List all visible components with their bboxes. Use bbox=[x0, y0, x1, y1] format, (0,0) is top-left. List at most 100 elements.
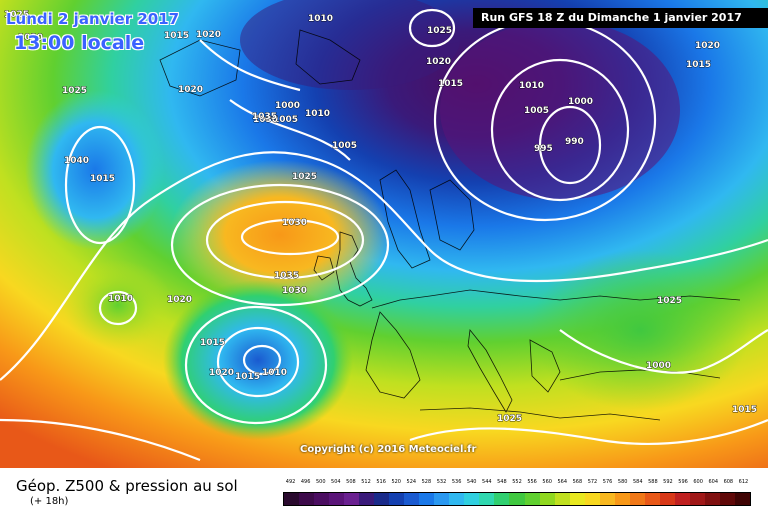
legend-value-label: 548 bbox=[497, 479, 507, 485]
isobar-label: 1015 bbox=[235, 372, 260, 382]
isobar-label: 1025 bbox=[497, 414, 522, 424]
isobar-label: 1005 bbox=[332, 141, 357, 151]
legend-value-label: 608 bbox=[723, 479, 734, 485]
legend-swatch bbox=[359, 493, 375, 505]
legend-swatch bbox=[284, 493, 300, 505]
isobar-label: 1035 bbox=[252, 112, 277, 122]
legend-value-label: 520 bbox=[391, 479, 401, 485]
isobar-label: 1010 bbox=[308, 14, 333, 24]
isobar-label: 1025 bbox=[62, 86, 87, 96]
legend-value-label: 532 bbox=[436, 479, 447, 485]
legend-value-label: 592 bbox=[663, 479, 673, 485]
legend-value-label: 576 bbox=[602, 479, 613, 485]
isobar-label: 1005 bbox=[524, 106, 549, 116]
legend-value-label: 508 bbox=[346, 479, 356, 485]
isobar-label: 1025 bbox=[4, 10, 29, 20]
legend-swatch bbox=[554, 493, 570, 505]
legend-swatch bbox=[704, 493, 720, 505]
legend-swatch bbox=[674, 493, 690, 505]
high-pressure-area bbox=[170, 160, 390, 310]
isobar-label: 1025 bbox=[427, 26, 452, 36]
legend-value-label: 516 bbox=[376, 479, 386, 485]
legend-swatch bbox=[524, 493, 540, 505]
legend-value-label: 528 bbox=[421, 479, 432, 485]
legend-value-label: 572 bbox=[587, 479, 598, 485]
model-run-banner: Run GFS 18 Z du Dimanche 1 janvier 2017 bbox=[473, 8, 768, 28]
legend-swatch bbox=[539, 493, 555, 505]
isobar-label: 1020 bbox=[196, 30, 221, 40]
legend-value-label: 536 bbox=[451, 479, 462, 485]
isobar-label: 1035 bbox=[274, 271, 299, 281]
legend-value-label: 596 bbox=[678, 479, 688, 485]
legend-value-label: 524 bbox=[406, 479, 417, 485]
legend-swatch bbox=[569, 493, 585, 505]
isobar-label: 990 bbox=[565, 137, 584, 147]
legend-value-label: 496 bbox=[300, 479, 311, 485]
legend-swatch bbox=[599, 493, 615, 505]
legend-swatch bbox=[644, 493, 660, 505]
legend-value-label: 552 bbox=[512, 479, 522, 485]
legend-swatch bbox=[494, 493, 510, 505]
isobar-label: 1020 bbox=[167, 295, 192, 305]
legend-value-label: 612 bbox=[738, 479, 749, 485]
legend-value-label: 540 bbox=[466, 479, 477, 485]
isobar-label: 1005 bbox=[273, 115, 298, 125]
isobar-label: 1015 bbox=[164, 31, 189, 41]
isobar-label: 1015 bbox=[732, 405, 757, 415]
legend-value-label: 504 bbox=[331, 479, 341, 485]
isobar-label: 1030 bbox=[282, 218, 307, 228]
isobar-label: 1010 bbox=[262, 368, 287, 378]
legend-value-label: 568 bbox=[572, 479, 583, 485]
isobar-label: 1010 bbox=[305, 109, 330, 119]
legend-value-label: 500 bbox=[315, 479, 326, 485]
isobar-label: 1000 bbox=[568, 97, 593, 107]
legend-swatch bbox=[344, 493, 360, 505]
legend-value-label: 492 bbox=[285, 479, 296, 485]
isobar-label: 1030 bbox=[282, 286, 307, 296]
legend-swatch bbox=[734, 493, 750, 505]
isobar-label: 1015 bbox=[200, 338, 225, 348]
isobar-label: 1015 bbox=[90, 174, 115, 184]
isobar-label: 1000 bbox=[275, 101, 300, 111]
map-title: Géop. Z500 & pression au sol bbox=[16, 477, 238, 495]
isobar-label: 1030 bbox=[253, 115, 278, 125]
legend-labels: 492 496 500 504 508 512 516 520 524 528 532 536 540 5… bbox=[283, 479, 751, 489]
northwest-trough bbox=[25, 90, 165, 250]
legend-swatch bbox=[449, 493, 465, 505]
legend-swatch bbox=[464, 493, 480, 505]
legend-swatch bbox=[329, 493, 345, 505]
legend-swatch bbox=[719, 493, 735, 505]
isobar-lines bbox=[0, 8, 768, 462]
isobar-label: 1015 bbox=[438, 79, 463, 89]
legend-swatch bbox=[389, 493, 405, 505]
legend-swatch bbox=[404, 493, 420, 505]
local-low-area bbox=[63, 260, 173, 350]
legend-swatch bbox=[434, 493, 450, 505]
color-scale-legend: 492 496 500 504 508 512 516 520 524 528 532 536 540 5… bbox=[283, 479, 751, 509]
legend-swatch bbox=[419, 493, 435, 505]
legend-swatch bbox=[299, 493, 315, 505]
legend-value-label: 564 bbox=[557, 479, 568, 485]
legend-swatch bbox=[659, 493, 675, 505]
legend-value-label: 560 bbox=[542, 479, 552, 485]
isobar-label: 1020 bbox=[178, 85, 203, 95]
isobar-label: 1010 bbox=[108, 294, 133, 304]
legend-swatch bbox=[314, 493, 330, 505]
legend-value-label: 588 bbox=[648, 479, 658, 485]
legend-value-label: 544 bbox=[482, 479, 492, 485]
isobar-label: 1010 bbox=[519, 81, 544, 91]
isobar-label: 1025 bbox=[657, 296, 682, 306]
legend-value-label: 512 bbox=[361, 479, 371, 485]
legend-swatch bbox=[479, 493, 495, 505]
legend-value-label: 580 bbox=[617, 479, 628, 485]
map-footer: Géop. Z500 & pression au sol (+ 18h) 492… bbox=[0, 468, 768, 512]
isobar-label: 1020 bbox=[209, 368, 234, 378]
isobar-label: 1000 bbox=[646, 361, 671, 371]
arctic-trough bbox=[240, 0, 460, 90]
forecast-lead-time: (+ 18h) bbox=[30, 496, 69, 507]
legend-swatch bbox=[614, 493, 630, 505]
legend-swatch bbox=[509, 493, 525, 505]
isobar-label: 1030 bbox=[18, 33, 43, 43]
coastlines bbox=[159, 29, 741, 421]
